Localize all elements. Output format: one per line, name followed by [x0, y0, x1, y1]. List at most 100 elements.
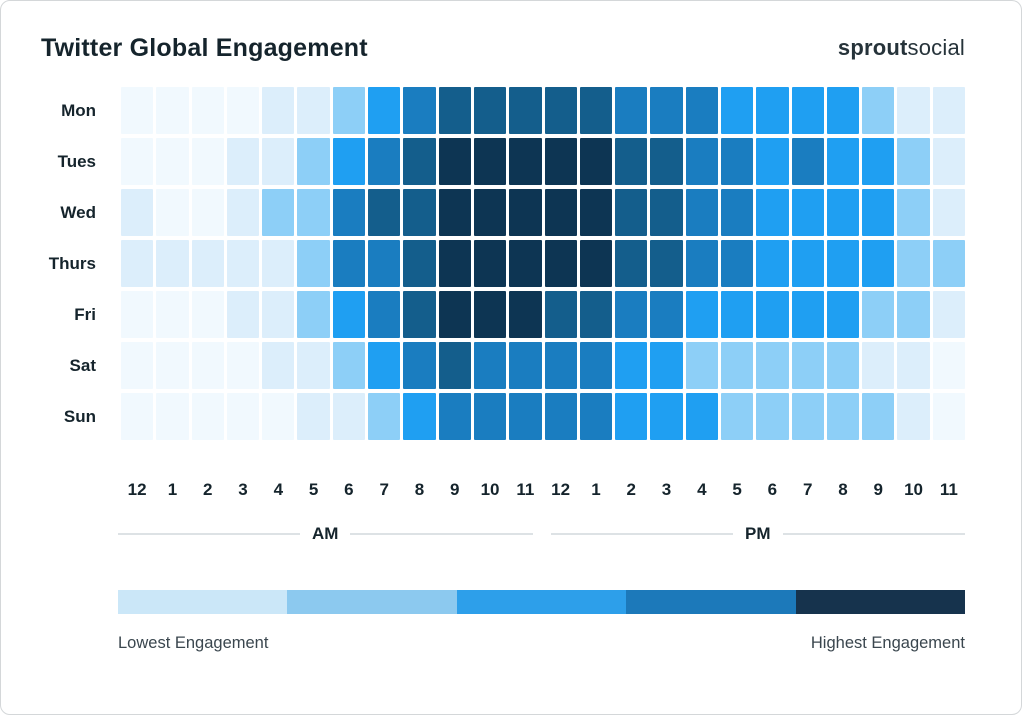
heatmap-cell [897, 393, 930, 440]
heatmap-cell [650, 291, 683, 338]
hour-label: 12 [551, 480, 571, 499]
heatmap-cell [791, 138, 824, 185]
heatmap-cell [262, 342, 295, 389]
heatmap-cell [226, 342, 260, 389]
hour-label: 8 [838, 480, 848, 499]
heatmap-cell [509, 342, 542, 389]
heatmap-cell [685, 189, 718, 236]
heatmap-cell [509, 189, 542, 236]
heatmap-cell [156, 87, 189, 134]
legend: Lowest Engagement Highest Engagement [118, 590, 966, 653]
heatmap-cell [156, 342, 189, 389]
hour-label: 4 [273, 480, 284, 499]
hour-label: 7 [802, 480, 813, 499]
heatmap-cell [368, 138, 401, 185]
heatmap-cell [262, 138, 295, 185]
row-label-wed: Wed [60, 202, 96, 222]
heatmap-cell [791, 240, 824, 287]
legend-labels: Lowest Engagement Highest Engagement [118, 634, 965, 653]
logo-text-sprout: sprout [837, 35, 908, 60]
hour-axis: 12 1 2 3 4 5 6 7 8 9 10 11 12 1 2 3 4 5 6 7 8 9 10 11 [41, 480, 965, 500]
heatmap-cell [544, 393, 577, 440]
heatmap-cell [615, 87, 648, 134]
heatmap-cell [403, 189, 436, 236]
heatmap-cell [615, 393, 648, 440]
heatmap-cell [191, 291, 224, 338]
heatmap-cell [579, 189, 613, 236]
heatmap-cell [509, 291, 542, 338]
heatmap-cell [897, 291, 930, 338]
hour-label: 7 [379, 480, 389, 499]
hour-label: 6 [767, 480, 778, 499]
heatmap-cell [473, 342, 507, 389]
legend-segment [287, 590, 457, 614]
heatmap-cell [826, 240, 860, 287]
heatmap-cell [403, 291, 436, 338]
hour-label: 1 [167, 480, 178, 499]
heatmap-cell [756, 393, 789, 440]
hour-label: 2 [202, 480, 213, 499]
row-label-thurs: Thurs [48, 253, 96, 273]
row-label-sat: Sat [69, 355, 96, 375]
heatmap-cell [932, 138, 965, 185]
legend-segment [795, 590, 966, 614]
legend-segment [626, 590, 796, 614]
heatmap-cell [403, 87, 436, 134]
heatmap-cell [791, 291, 824, 338]
heatmap-cell [438, 342, 471, 389]
heatmap-cell [897, 138, 930, 185]
heatmap-cell [862, 291, 895, 338]
heatmap-cell [121, 138, 154, 185]
heatmap-cell [509, 240, 542, 287]
heatmap-cell [544, 291, 577, 338]
heatmap-cell [438, 291, 471, 338]
pm-left-rule [550, 533, 733, 535]
heatmap-cell [826, 87, 860, 134]
heatmap-cell [368, 240, 401, 287]
heatmap-cell [650, 342, 683, 389]
heatmap-cell [121, 291, 154, 338]
heatmap-cell [685, 342, 718, 389]
hour-label: 5 [732, 480, 742, 499]
heatmap-cell [720, 342, 754, 389]
heatmap-cell [650, 138, 683, 185]
heatmap-cell [720, 87, 754, 134]
heatmap-cell [297, 87, 330, 134]
heatmap-cell [191, 87, 224, 134]
heatmap-cell [579, 342, 613, 389]
heatmap-cell [509, 393, 542, 440]
heatmap-cell [191, 342, 224, 389]
heatmap-cell [826, 291, 860, 338]
heatmap-cell [156, 291, 189, 338]
heatmap-cell [579, 87, 613, 134]
heatmap-cell [720, 138, 754, 185]
heatmap-cell [579, 138, 613, 185]
heatmap-cell [438, 240, 471, 287]
heatmap-cell [650, 189, 683, 236]
hour-label: 11 [516, 480, 535, 499]
heatmap-cell [544, 240, 577, 287]
heatmap-cell [368, 189, 401, 236]
pm-section: PM [550, 524, 965, 544]
heatmap-cell [826, 393, 860, 440]
chart-area: Mon Tues Wed Thurs Fri Sat Sun 12 1 2 3 4 5 6 7 8 9 10 11… [1, 63, 1021, 653]
heatmap-cell [579, 240, 613, 287]
heatmap-cell [332, 189, 366, 236]
heatmap-cell [332, 342, 366, 389]
heatmap-cell [191, 138, 224, 185]
heatmap-cell [862, 189, 895, 236]
hour-label: 10 [480, 480, 500, 499]
hour-label: 4 [697, 480, 707, 499]
hour-label: 3 [661, 480, 672, 499]
heatmap-cell [544, 342, 577, 389]
heatmap-cell [650, 240, 683, 287]
heatmap-cell [615, 342, 648, 389]
heatmap-cell [685, 138, 718, 185]
heatmap-cell [685, 393, 718, 440]
heatmap-cell [226, 240, 260, 287]
heatmap-cell [932, 393, 965, 440]
am-label: AM [312, 524, 339, 543]
heatmap-cell [368, 291, 401, 338]
heatmap-cell [932, 291, 965, 338]
heatmap-cell [226, 393, 260, 440]
